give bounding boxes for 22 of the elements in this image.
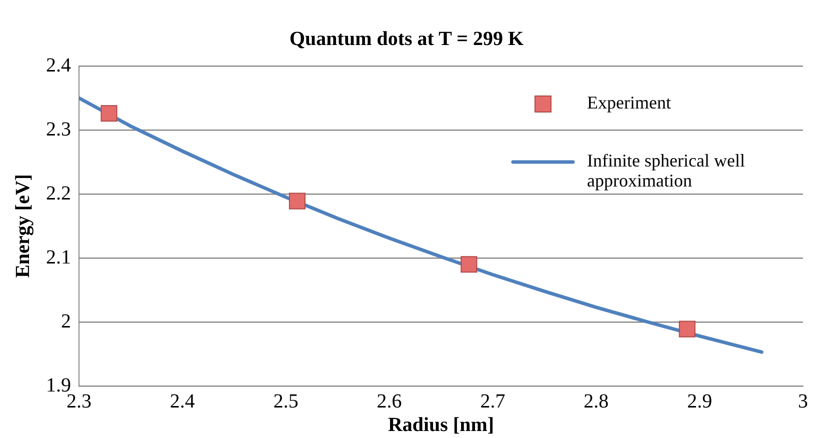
x-tick-label: 2.4	[170, 390, 195, 412]
x-tick-label: 3	[798, 390, 808, 412]
legend-label: Infinite spherical well approximation	[587, 150, 745, 191]
x-tick-label: 2.9	[687, 390, 712, 412]
y-axis-title: Energy [eV]	[12, 174, 34, 278]
y-tick-label: 2	[61, 310, 71, 332]
x-tick-label: 2.3	[66, 390, 92, 412]
point	[678, 320, 696, 338]
x-tick-label: 2.5	[273, 390, 298, 412]
point	[460, 256, 478, 273]
y-tick-label: 2.4	[46, 54, 71, 76]
x-axis-title: Radius [nm]	[388, 414, 494, 436]
legend-label: Experiment	[587, 92, 671, 113]
x-tick-label: 2.6	[376, 390, 402, 412]
x-tick-label: 2.8	[584, 390, 609, 412]
point	[100, 105, 118, 122]
chart-title: Quantum dots at T = 299 K	[289, 28, 524, 50]
x-tick-label: 2.7	[480, 390, 506, 412]
y-tick-label: 2.1	[46, 246, 71, 268]
y-tick-label: 2.2	[46, 182, 71, 204]
point	[288, 192, 306, 210]
y-tick-label: 2.3	[46, 118, 71, 140]
